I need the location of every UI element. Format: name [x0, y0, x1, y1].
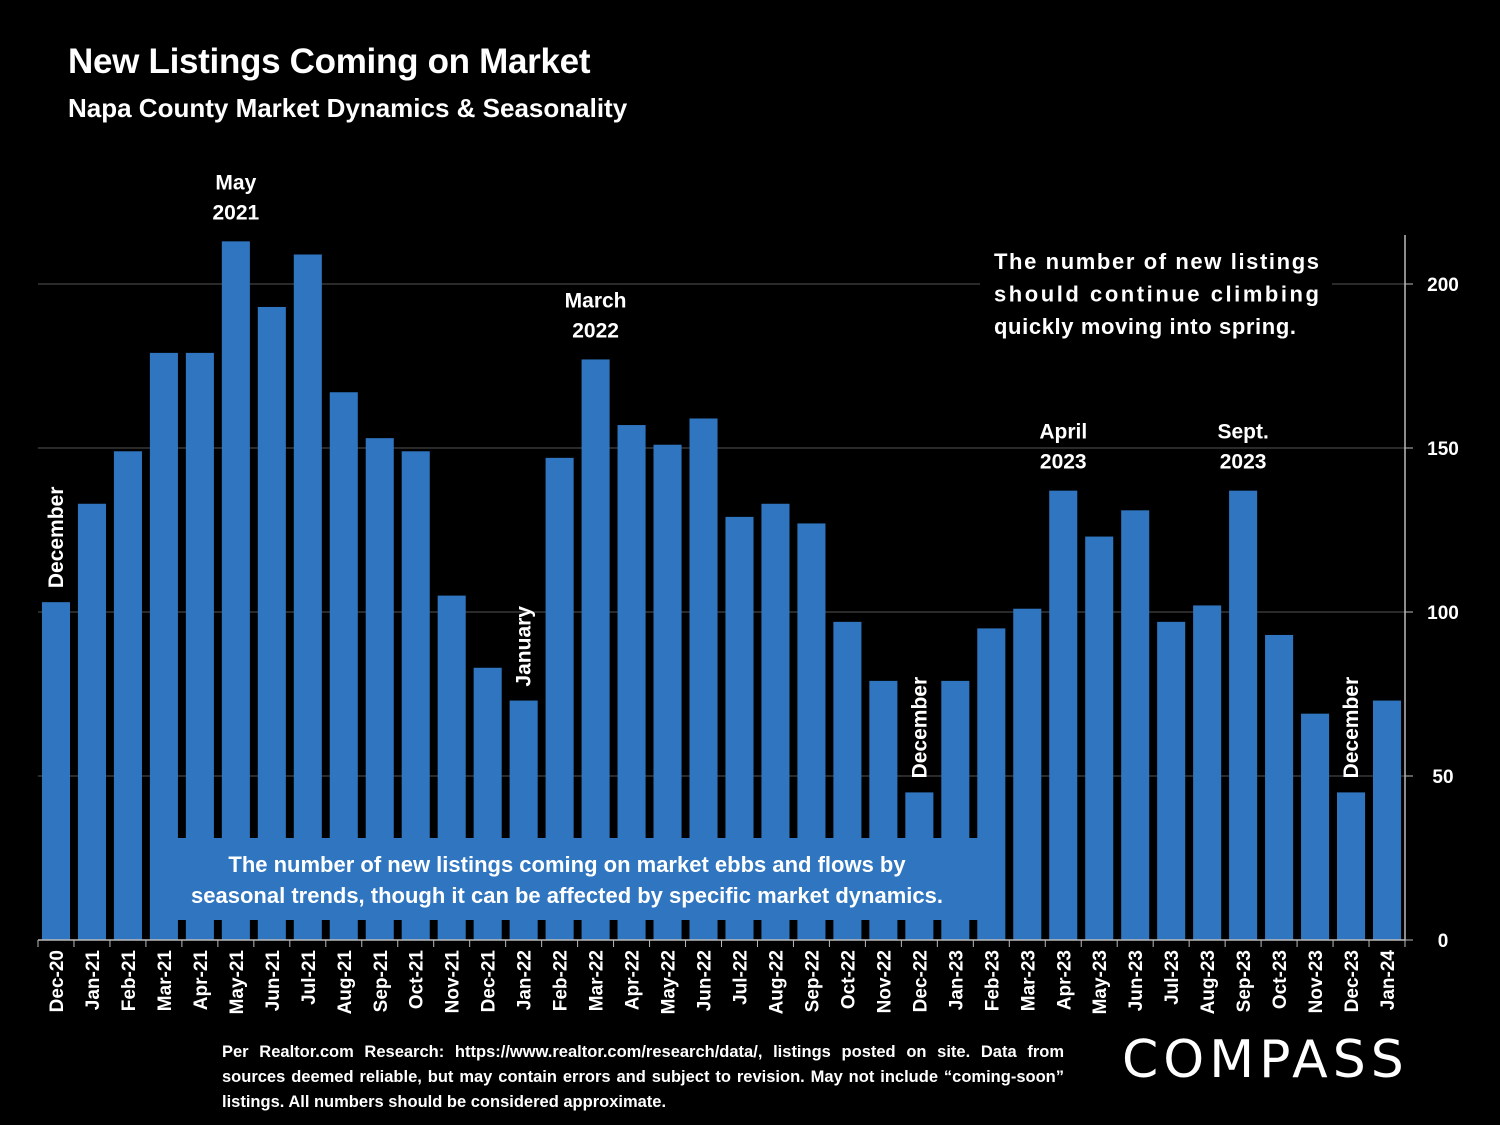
bar [1337, 792, 1366, 940]
bar [1229, 490, 1258, 940]
bar [1193, 605, 1222, 940]
bar-annotation: 2022 [572, 319, 619, 342]
bar [77, 503, 106, 940]
x-tick-label: Dec-21 [479, 950, 500, 1013]
x-tick-label: Jul-23 [1162, 950, 1183, 1005]
bar [1085, 536, 1114, 940]
x-tick-label: Dec-22 [910, 950, 931, 1012]
x-tick-label: Jul-21 [299, 950, 320, 1005]
x-tick-label: Nov-23 [1306, 950, 1327, 1013]
x-tick-label: May-22 [659, 950, 680, 1014]
bar-series [41, 241, 1402, 941]
x-tick-label: May-21 [227, 950, 248, 1015]
x-tick-label: Aug-21 [335, 950, 356, 1015]
callout-top-box [980, 240, 1332, 344]
x-tick-label: Feb-22 [551, 950, 572, 1011]
x-tick-label: Jan-24 [1378, 950, 1399, 1011]
callout-bottom-box [150, 838, 1005, 920]
bar-annotation: December [1340, 677, 1363, 779]
bar-annotation: March [565, 289, 627, 312]
bar [1157, 621, 1186, 940]
bar-annotation: 2021 [212, 201, 259, 224]
x-tick-label: Feb-21 [119, 950, 140, 1012]
x-tick-label: Aug-22 [766, 950, 787, 1014]
bar [257, 306, 286, 941]
bar [1265, 634, 1294, 940]
x-tick-label: Jun-21 [263, 950, 284, 1012]
x-axis-labels: Dec-20 Jan-21 Feb-21 Mar-21 Apr-21 May-21 Jun-… [47, 950, 1399, 1015]
bar-annotations: December May 2021 January March 2022 December A… [45, 171, 1363, 778]
bar-annotation: January [513, 606, 536, 687]
x-tick-label: Dec-20 [47, 950, 68, 1012]
bar [293, 254, 322, 941]
bar [1049, 490, 1078, 940]
bar-annotation: April [1039, 421, 1087, 444]
x-tick-label: Sep-21 [371, 950, 392, 1013]
bar [41, 602, 71, 940]
x-tick-label: Apr-23 [1054, 950, 1075, 1010]
callout-top-line: should continue climbing [994, 282, 1319, 307]
x-tick-label: Jun-22 [695, 950, 716, 1011]
x-tick-label: Mar-23 [1018, 950, 1039, 1011]
x-tick-label: Oct-22 [838, 950, 859, 1009]
bar-annotation: 2023 [1040, 451, 1087, 474]
bar-annotation: 2023 [1220, 451, 1267, 474]
chart-subtitle: Napa County Market Dynamics & Seasonalit… [68, 93, 628, 123]
bar [1013, 608, 1042, 940]
y-tick-label: 0 [1438, 931, 1449, 952]
y-tick-label: 50 [1432, 767, 1453, 788]
bar [1121, 510, 1150, 940]
callout-bottom-line: The number of new listings coming on mar… [228, 852, 906, 877]
x-tick-label: Nov-22 [874, 950, 895, 1013]
y-axis-labels: 0 50 100 150 200 [1427, 275, 1459, 952]
compass-logo: COMPASS [1122, 1030, 1409, 1090]
bar-annotation: December [908, 677, 931, 779]
bar [113, 451, 142, 940]
bar [1301, 713, 1330, 940]
y-tick-label: 200 [1427, 275, 1459, 296]
x-tick-label: Jan-23 [946, 950, 967, 1010]
axes [37, 235, 1413, 947]
x-tick-label: Apr-22 [623, 950, 644, 1010]
x-tick-label: Sep-22 [802, 950, 823, 1012]
callout-top: The number of new listings should continu… [980, 240, 1332, 344]
bar-annotation: December [45, 487, 68, 589]
x-tick-label: Jan-22 [515, 950, 536, 1010]
callout-bottom: The number of new listings coming on mar… [150, 838, 1005, 920]
x-tick-label: Mar-22 [587, 950, 608, 1011]
x-tick-label: May-23 [1090, 950, 1111, 1014]
callout-top-line: quickly moving into spring. [994, 314, 1296, 339]
y-tick-label: 100 [1427, 603, 1459, 624]
callout-top-line: The number of new listings [994, 249, 1319, 274]
x-tick-label: Mar-21 [155, 950, 176, 1012]
x-tick-label: Jun-23 [1126, 950, 1147, 1011]
x-tick-label: Jul-22 [730, 950, 751, 1005]
chart-title: New Listings Coming on Market [68, 42, 591, 81]
source-footnote: Per Realtor.com Research: https://www.re… [222, 1043, 1064, 1111]
callout-bottom-line: seasonal trends, though it can be affect… [191, 883, 943, 908]
x-tick-label: Aug-23 [1198, 950, 1219, 1014]
x-tick-label: Feb-23 [982, 950, 1003, 1011]
bar [1372, 700, 1402, 940]
x-tick-label: Dec-23 [1342, 950, 1363, 1012]
x-tick-label: Nov-21 [443, 950, 464, 1014]
x-tick-label: Oct-21 [407, 950, 428, 1010]
x-tick-label: Apr-21 [191, 950, 212, 1011]
bar-annotation: Sept. [1217, 421, 1268, 444]
bar [221, 241, 250, 941]
y-tick-label: 150 [1427, 439, 1459, 460]
x-tick-label: Jan-21 [83, 950, 104, 1011]
bar-annotation: May [215, 171, 256, 194]
x-tick-label: Oct-23 [1270, 950, 1291, 1009]
x-tick-label: Sep-23 [1234, 950, 1255, 1012]
